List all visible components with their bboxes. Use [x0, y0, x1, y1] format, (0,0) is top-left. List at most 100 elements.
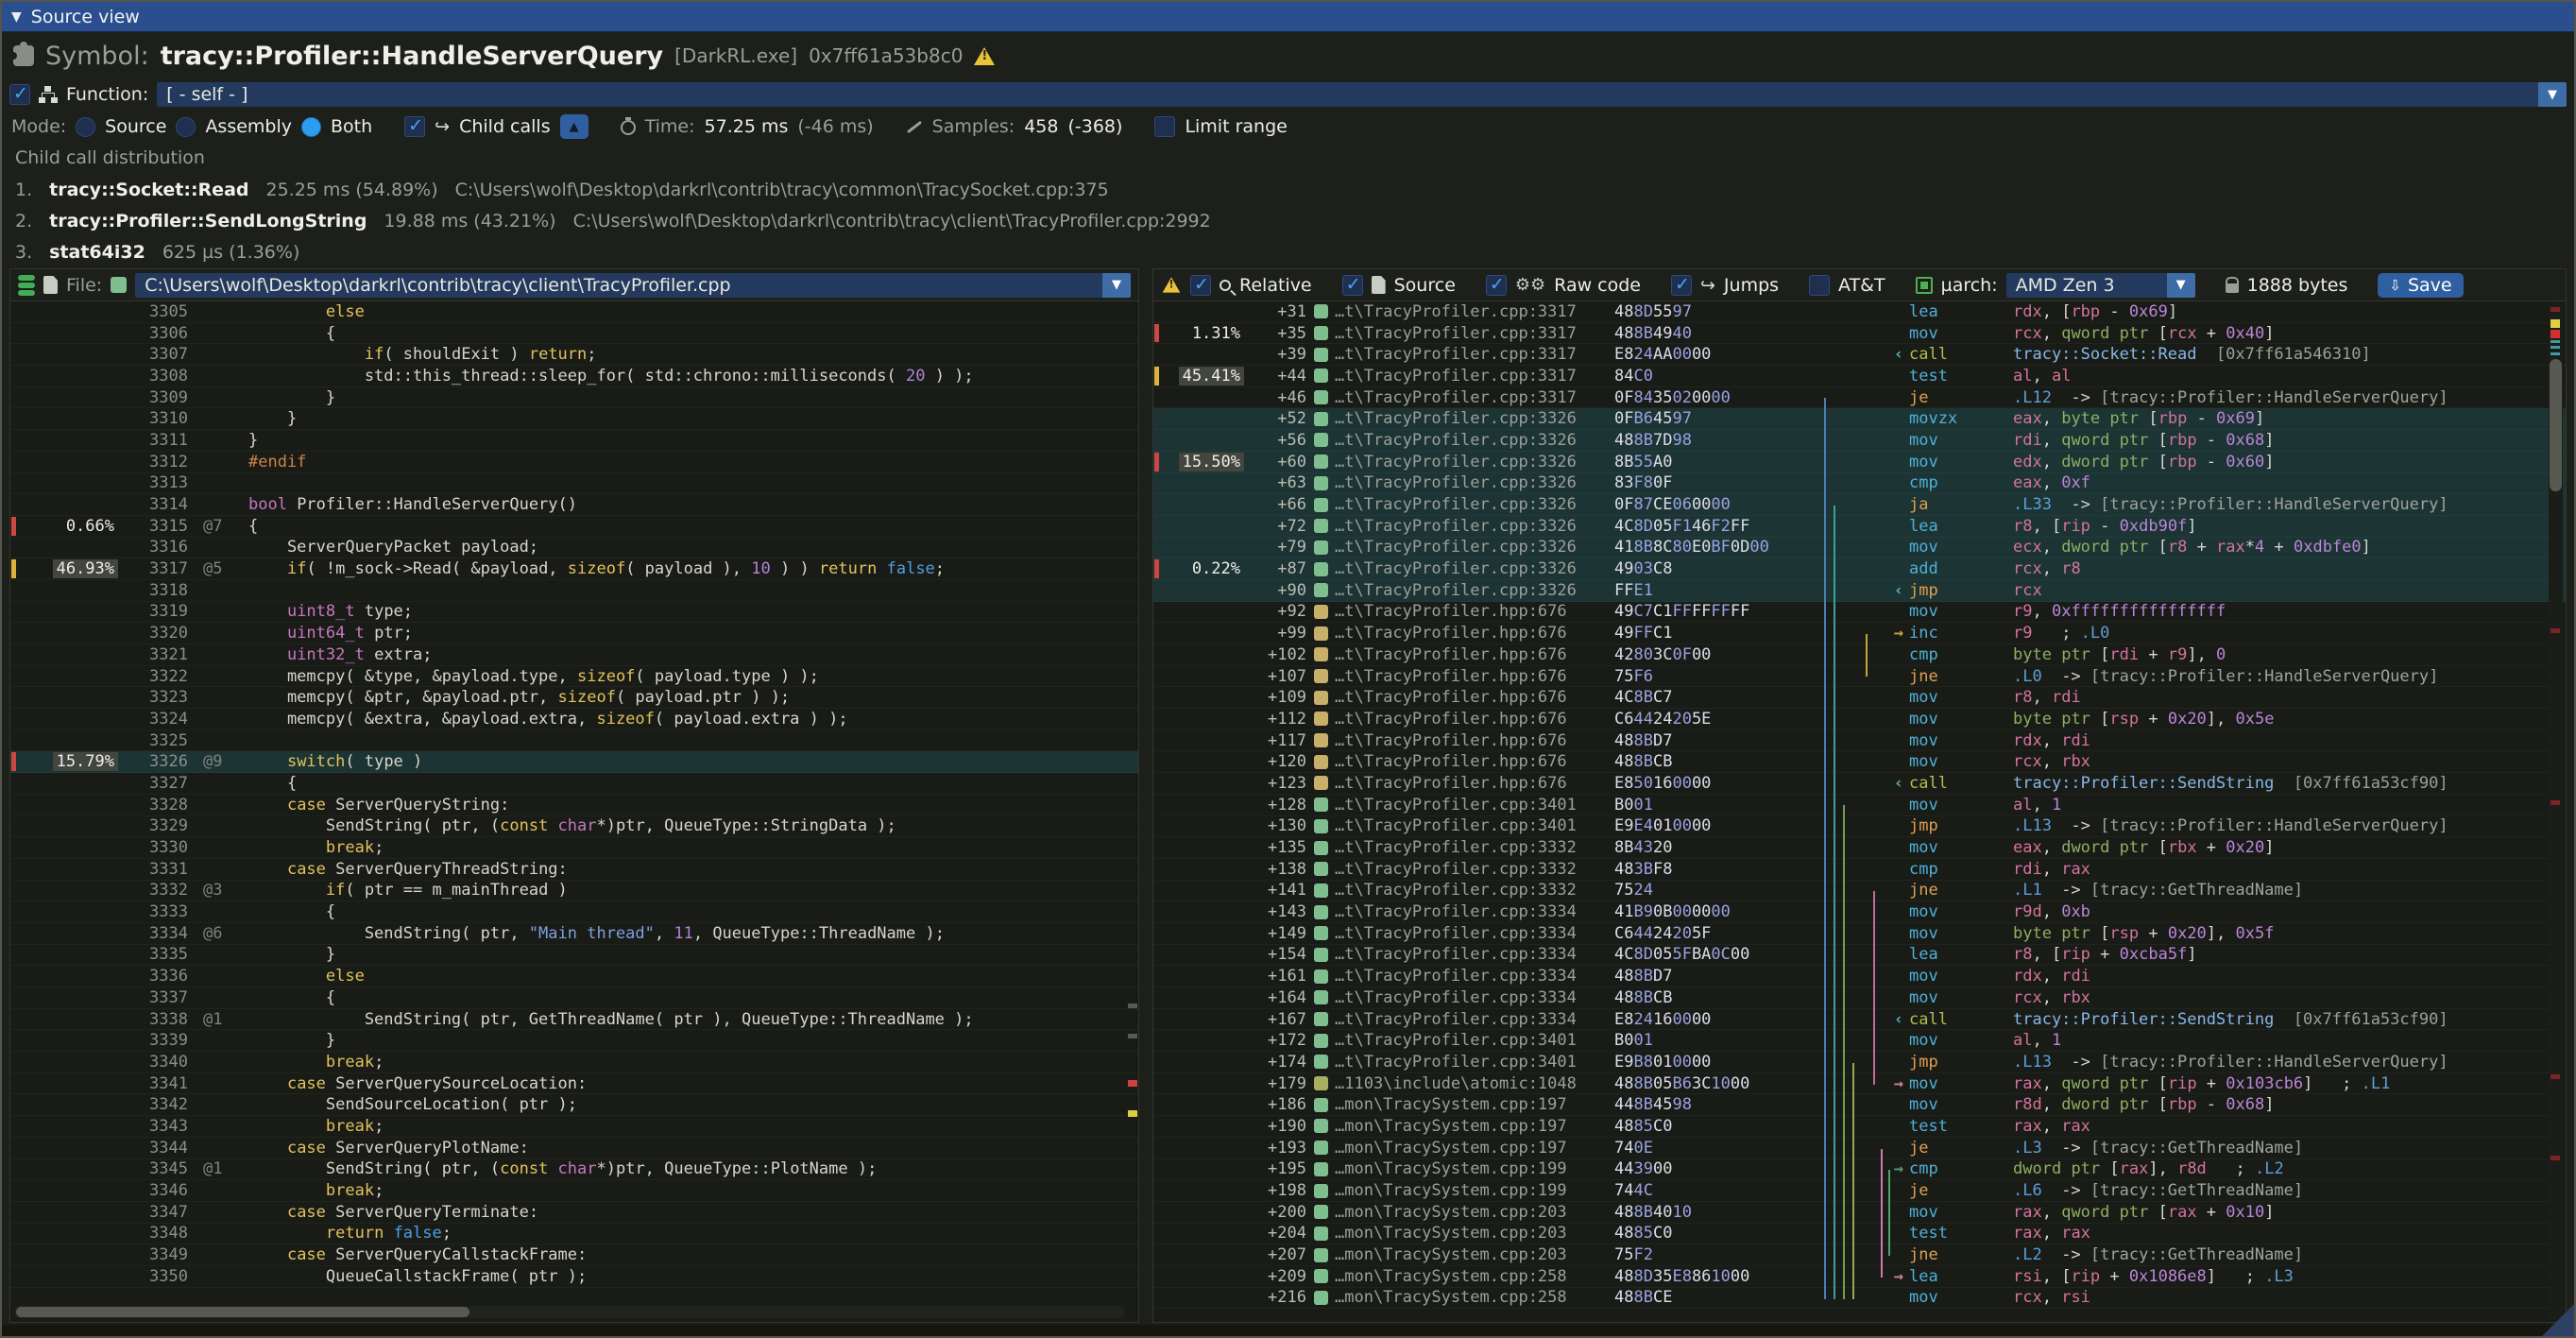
source-line-row[interactable]: 3318	[10, 580, 1138, 602]
asm-row[interactable]: +186 …mon\TracySystem.cpp:197 448B4598 mov r…	[1153, 1094, 2566, 1116]
database-icon[interactable]	[18, 274, 35, 296]
asm-row[interactable]: +66 …t\TracyProfiler.cpp:3326 0F87CE060000…	[1153, 494, 2566, 516]
source-line-row[interactable]: 3345 @1 SendString( ptr, (const char*)ptr…	[10, 1159, 1138, 1181]
source-label[interactable]: Source	[1393, 274, 1456, 296]
source-line-row[interactable]: 3308 std::this_thread::sleep_for( std::c…	[10, 366, 1138, 387]
asm-row[interactable]: +39 …t\TracyProfiler.cpp:3317 E824AA0000 ‹ c…	[1153, 344, 2566, 366]
file-combo[interactable]: C:\Users\wolf\Desktop\darkrl\contrib\tra…	[135, 272, 1131, 298]
source-line-row[interactable]: 3307 if( shouldExit ) return;	[10, 344, 1138, 366]
asm-row[interactable]: +195 …mon\TracySystem.cpp:199 443900 → cmp dw…	[1153, 1159, 2566, 1181]
source-line-row[interactable]: 3319 uint8_t type;	[10, 602, 1138, 624]
child-calls-label[interactable]: Child calls	[459, 116, 551, 137]
source-line-row[interactable]: 3330 break;	[10, 837, 1138, 859]
asm-row[interactable]: +117 …t\TracyProfiler.hpp:676 488BD7 mov rdx…	[1153, 730, 2566, 752]
asm-row[interactable]: +102 …t\TracyProfiler.hpp:676 42803C0F00 cm…	[1153, 644, 2566, 666]
asm-row[interactable]: +216 …mon\TracySystem.cpp:258 488BCE mov rcx…	[1153, 1288, 2566, 1310]
source-vertical-scrollbar[interactable]	[1126, 303, 1137, 1318]
march-combo[interactable]: AMD Zen 3 ▼	[2005, 272, 2195, 298]
asm-row[interactable]: +172 …t\TracyProfiler.cpp:3401 B001 mov al, …	[1153, 1030, 2566, 1052]
asm-row[interactable]: +99 …t\TracyProfiler.hpp:676 49FFC1 → inc r9 …	[1153, 623, 2566, 644]
jumps-label[interactable]: Jumps	[1723, 274, 1780, 296]
source-line-row[interactable]: 3306 {	[10, 323, 1138, 345]
raw-code-label[interactable]: Raw code	[1554, 274, 1641, 296]
asm-row[interactable]: +209 …mon\TracySystem.cpp:258 488D35E88610…	[1153, 1266, 2566, 1288]
source-checkbox[interactable]	[1341, 274, 1363, 296]
source-line-row[interactable]: 3309 }	[10, 387, 1138, 409]
asm-row[interactable]: +135 …t\TracyProfiler.cpp:3332 8B4320 mov ea…	[1153, 837, 2566, 859]
asm-row[interactable]: +92 …t\TracyProfiler.hpp:676 49C7C1FFFFFFF…	[1153, 602, 2566, 624]
source-line-row[interactable]: 15.79% 3326 @9 switch( type )	[10, 751, 1138, 774]
source-line-row[interactable]: 3323 memcpy( &ptr, &payload.ptr, sizeof(…	[10, 687, 1138, 709]
source-line-row[interactable]: 3342 SendSourceLocation( ptr );	[10, 1094, 1138, 1116]
relative-checkbox[interactable]	[1190, 274, 1211, 296]
asm-row[interactable]: +193 …mon\TracySystem.cpp:197 740E je .L3 ->…	[1153, 1138, 2566, 1159]
assembly-vertical-scrollbar[interactable]	[2549, 303, 2563, 1318]
source-line-row[interactable]: 3344 case ServerQueryPlotName:	[10, 1138, 1138, 1159]
collapse-up-button[interactable]: ▲	[559, 114, 589, 139]
radio-source[interactable]	[76, 116, 96, 137]
relative-label[interactable]: Relative	[1239, 274, 1312, 296]
radio-both[interactable]	[301, 116, 322, 137]
source-line-row[interactable]: 3339 }	[10, 1030, 1138, 1052]
source-line-row[interactable]: 3328 case ServerQueryString:	[10, 795, 1138, 816]
source-line-row[interactable]: 3338 @1 SendString( ptr, GetThreadName( p…	[10, 1009, 1138, 1031]
function-combo[interactable]: [ - self - ] ▼	[157, 82, 2567, 107]
source-line-row[interactable]: 3325	[10, 730, 1138, 752]
asm-row[interactable]: +123 …t\TracyProfiler.hpp:676 E850160000 ‹ c…	[1153, 773, 2566, 795]
resize-grip[interactable]	[2542, 1304, 2574, 1336]
collapse-triangle-icon[interactable]: ▼	[11, 9, 22, 25]
limit-range-label[interactable]: Limit range	[1185, 116, 1288, 137]
asm-row[interactable]: +52 …t\TracyProfiler.cpp:3326 0FB64597 movz…	[1153, 408, 2566, 431]
save-button[interactable]: ⇩ Save	[2378, 272, 2464, 298]
source-line-row[interactable]: 3310 }	[10, 408, 1138, 430]
att-checkbox[interactable]	[1809, 274, 1831, 296]
function-checkbox[interactable]	[9, 83, 30, 105]
asm-row[interactable]: +149 …t\TracyProfiler.cpp:3334 C64424205F m…	[1153, 923, 2566, 945]
source-line-row[interactable]: 3350 QueueCallstackFrame( ptr );	[10, 1266, 1138, 1288]
titlebar[interactable]: ▼ Source view	[2, 2, 2574, 32]
source-line-row[interactable]: 46.93% 3317 @5 if( !m_sock->Read( &payload…	[10, 558, 1138, 580]
asm-row[interactable]: 45.41% +44 …t\TracyProfiler.cpp:3317 84C0 te…	[1153, 366, 2566, 387]
radio-both-label[interactable]: Both	[331, 116, 373, 137]
asm-row[interactable]: +120 …t\TracyProfiler.hpp:676 488BCB mov rcx…	[1153, 751, 2566, 773]
asm-row[interactable]: +72 …t\TracyProfiler.cpp:3326 4C8D05F146F2…	[1153, 515, 2566, 538]
source-line-row[interactable]: 3346 break;	[10, 1180, 1138, 1202]
source-line-row[interactable]: 3348 return false;	[10, 1224, 1138, 1245]
limit-range-checkbox[interactable]	[1154, 116, 1176, 137]
source-line-row[interactable]: 3305 else	[10, 301, 1138, 323]
asm-row[interactable]: +198 …mon\TracySystem.cpp:199 744C je .L6 ->…	[1153, 1180, 2566, 1202]
asm-row[interactable]: +130 …t\TracyProfiler.cpp:3401 E9E4010000 j…	[1153, 816, 2566, 838]
source-line-row[interactable]: 3332 @3 if( ptr == m_mainThread )	[10, 881, 1138, 902]
radio-source-label[interactable]: Source	[105, 116, 167, 137]
source-line-row[interactable]: 3337 {	[10, 987, 1138, 1009]
source-line-row[interactable]: 3324 memcpy( &extra, &payload.extra, siz…	[10, 709, 1138, 730]
asm-row[interactable]: +161 …t\TracyProfiler.cpp:3334 488BD7 mov rd…	[1153, 966, 2566, 987]
asm-row[interactable]: +90 …t\TracyProfiler.cpp:3326 FFE1 ‹ jmp rcx	[1153, 579, 2566, 602]
source-line-row[interactable]: 3331 case ServerQueryThreadString:	[10, 859, 1138, 881]
child-call-entry[interactable]: 3. stat64i32 625 µs (1.36%)	[15, 241, 300, 263]
source-line-row[interactable]: 3333 {	[10, 901, 1138, 923]
asm-row[interactable]: +143 …t\TracyProfiler.cpp:3334 41B90B00000…	[1153, 901, 2566, 923]
source-line-row[interactable]: 3322 memcpy( &type, &payload.type, sizeo…	[10, 666, 1138, 688]
source-line-row[interactable]: 3335 }	[10, 945, 1138, 967]
asm-row[interactable]: +164 …t\TracyProfiler.cpp:3334 488BCB mov rc…	[1153, 987, 2566, 1009]
source-line-row[interactable]: 3312 #endif	[10, 452, 1138, 473]
source-line-row[interactable]: 3320 uint64_t ptr;	[10, 623, 1138, 644]
child-call-entry[interactable]: 1. tracy::Socket::Read 25.25 ms (54.89%) C:…	[15, 179, 1109, 200]
source-line-row[interactable]: 3321 uint32_t extra;	[10, 644, 1138, 666]
asm-row[interactable]: +138 …t\TracyProfiler.cpp:3332 483BF8 cmp rd…	[1153, 859, 2566, 881]
source-line-row[interactable]: 3340 break;	[10, 1052, 1138, 1073]
asm-row[interactable]: +128 …t\TracyProfiler.cpp:3401 B001 mov al, …	[1153, 795, 2566, 816]
child-calls-checkbox[interactable]	[404, 115, 426, 137]
chevron-down-icon[interactable]: ▼	[2538, 82, 2567, 107]
chevron-down-icon[interactable]: ▼	[1102, 272, 1131, 298]
asm-row[interactable]: +46 …t\TracyProfiler.cpp:3317 0F8435020000…	[1153, 387, 2566, 409]
source-line-row[interactable]: 3311}	[10, 430, 1138, 452]
asm-row[interactable]: +63 …t\TracyProfiler.cpp:3326 83F80F cmp eax…	[1153, 472, 2566, 495]
asm-row[interactable]: +107 …t\TracyProfiler.hpp:676 75F6 jne .L0 -…	[1153, 666, 2566, 688]
asm-row[interactable]: +154 …t\TracyProfiler.cpp:3334 4C8D055FBA0…	[1153, 945, 2566, 967]
raw-code-checkbox[interactable]	[1485, 274, 1507, 296]
asm-row[interactable]: +204 …mon\TracySystem.cpp:203 4885C0 test ra…	[1153, 1224, 2566, 1245]
source-line-row[interactable]: 3316 ServerQueryPacket payload;	[10, 538, 1138, 559]
asm-row[interactable]: +31 …t\TracyProfiler.cpp:3317 488D5597 lea r…	[1153, 301, 2566, 323]
